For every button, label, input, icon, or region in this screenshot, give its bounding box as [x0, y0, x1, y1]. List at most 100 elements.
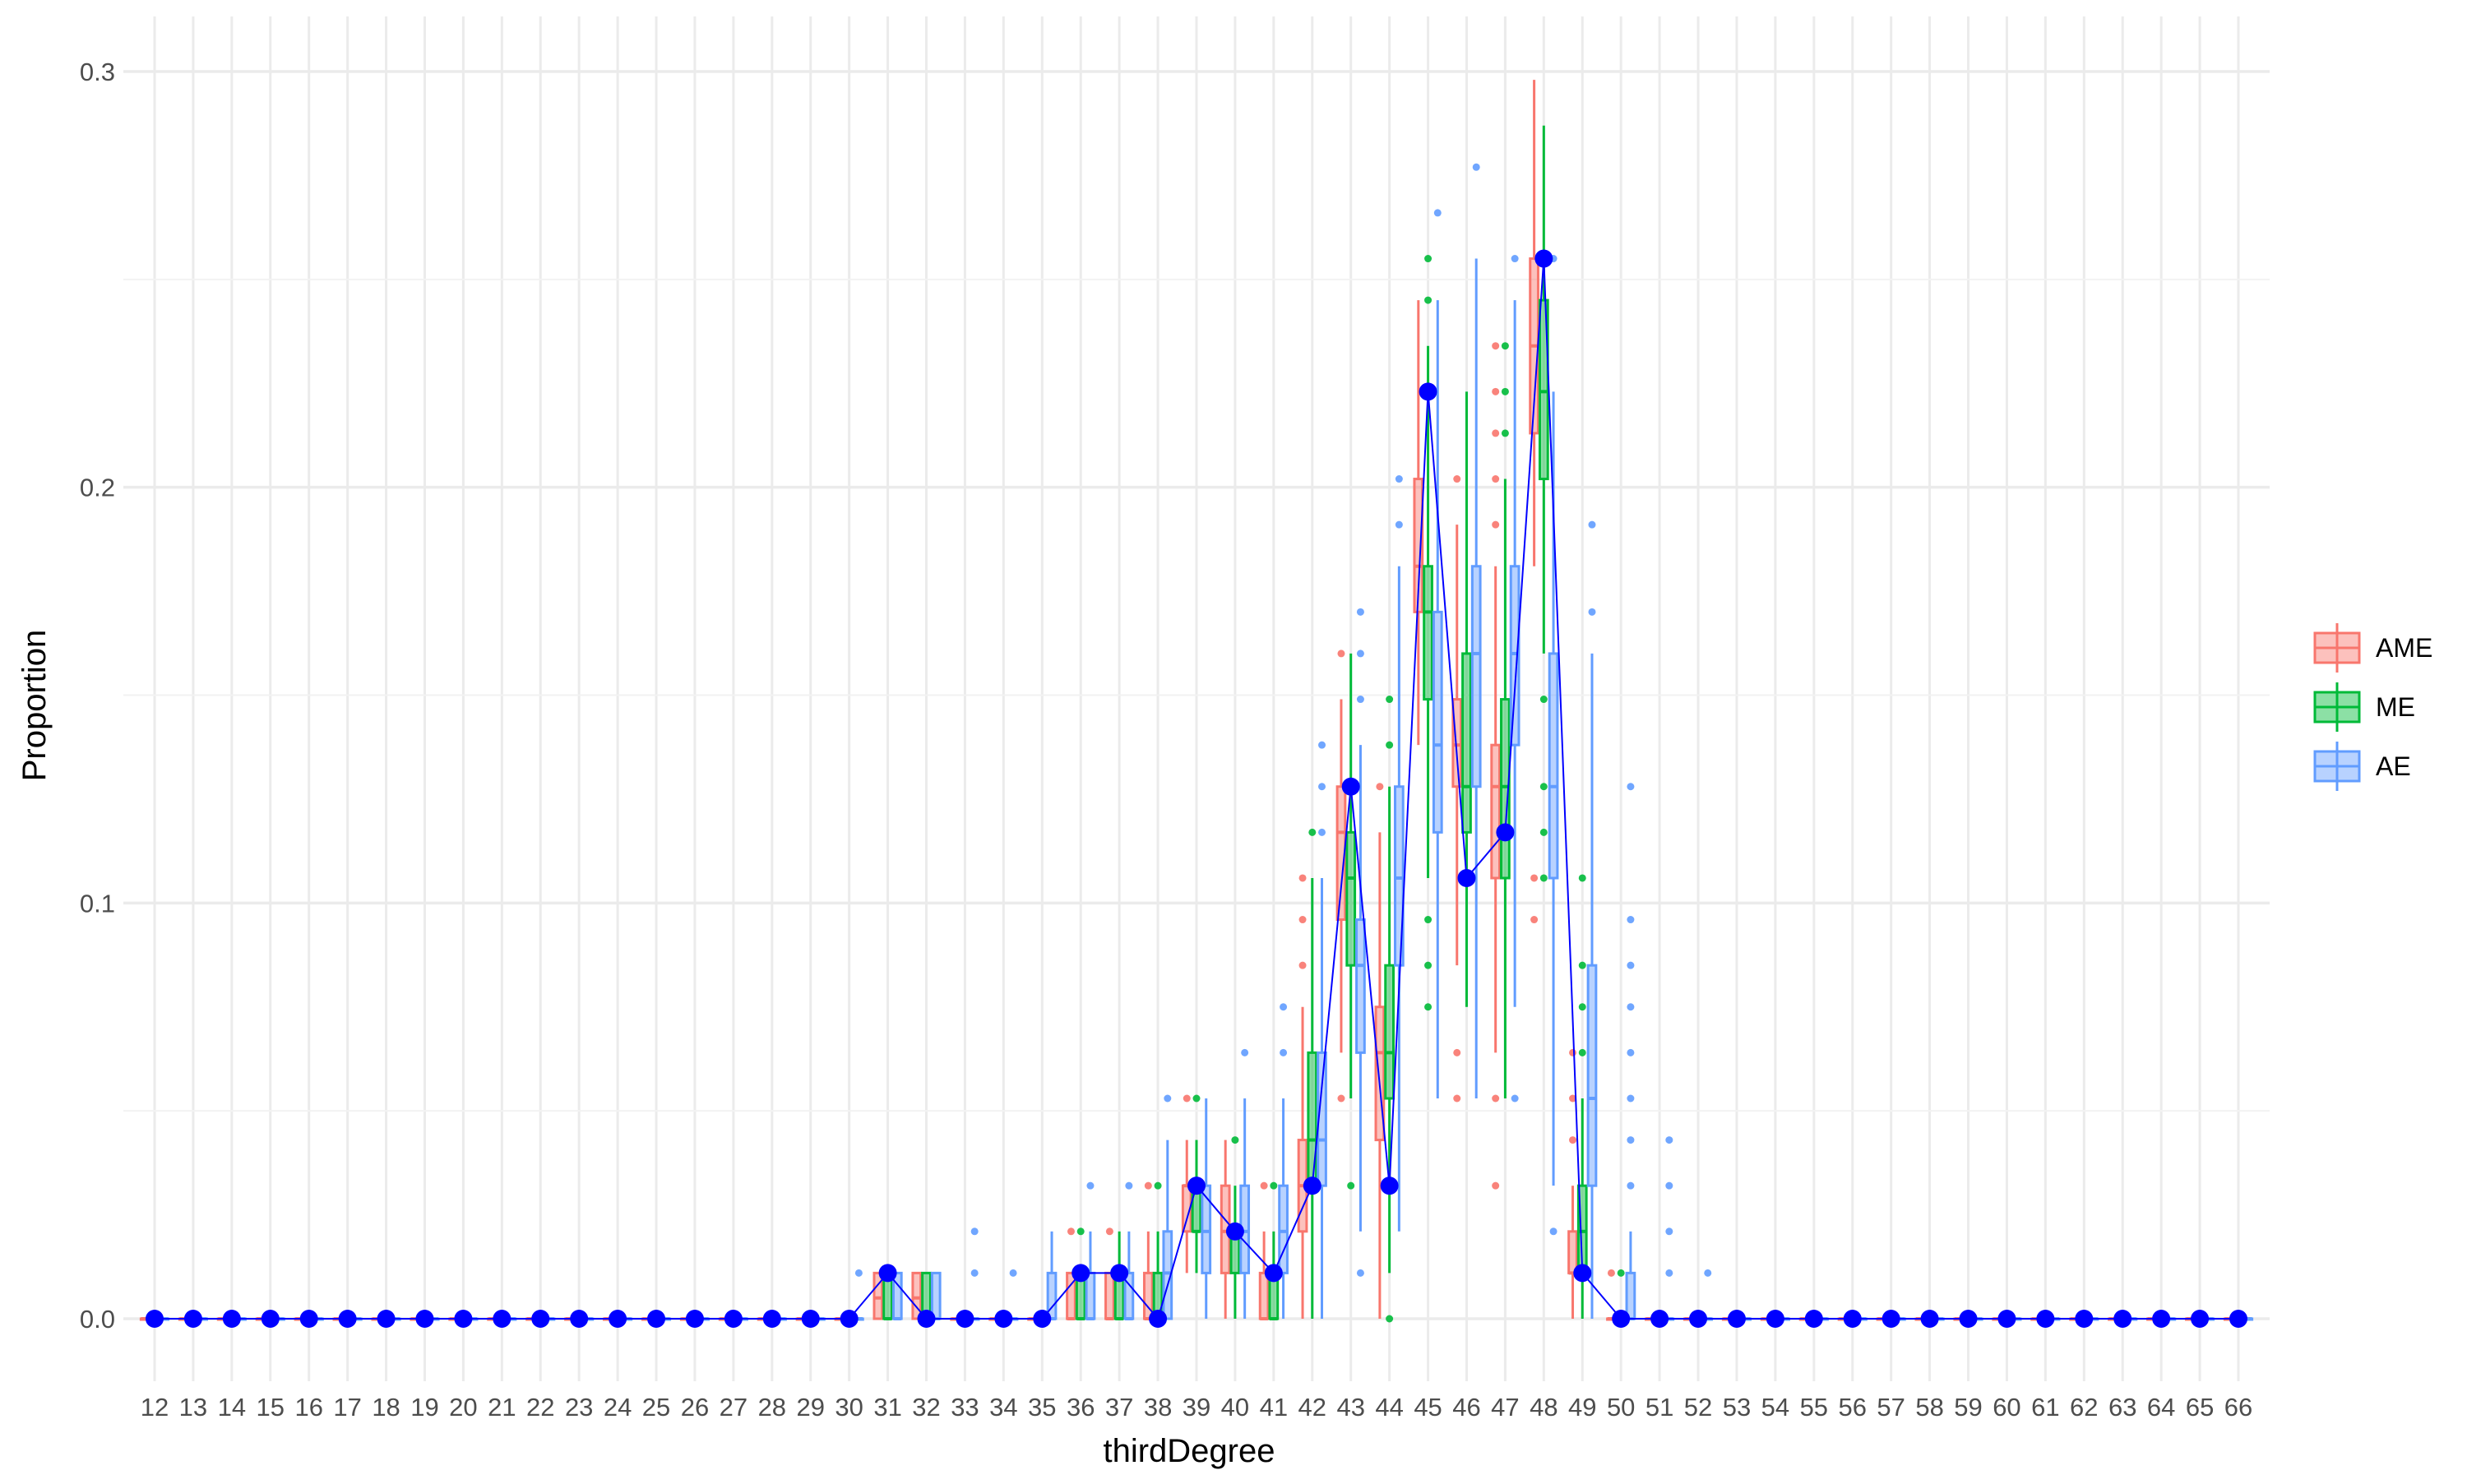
outlier-point — [1511, 255, 1519, 263]
reference-point — [1457, 868, 1476, 887]
axes: 0.0 0.1 0.2 0.3 12 13 14 15 16 17 18 19 20 21 22 23 24 25… — [80, 58, 2252, 1422]
outlier-point — [1241, 1048, 1249, 1056]
outlier-point — [970, 1227, 979, 1236]
box-body — [1201, 1184, 1212, 1274]
outlier-point — [970, 1269, 979, 1277]
outlier-point — [1472, 163, 1480, 171]
outlier-point — [1308, 828, 1317, 836]
box-ame-43 — [1335, 650, 1347, 1103]
reference-point — [1689, 1310, 1708, 1328]
outlier-point — [1665, 1227, 1673, 1236]
box-ae-35 — [1046, 1231, 1058, 1320]
box-ame-32 — [911, 1271, 923, 1320]
outlier-point — [1453, 1048, 1461, 1056]
box-ae-34 — [1007, 1269, 1019, 1321]
x-tick-label: 44 — [1375, 1393, 1403, 1422]
outlier-point — [1337, 1094, 1345, 1103]
box-ae-39 — [1201, 1098, 1212, 1319]
reference-point — [762, 1310, 781, 1328]
box-ame-41 — [1258, 1181, 1270, 1320]
reference-point — [1341, 777, 1360, 796]
box-body — [911, 1271, 923, 1320]
outlier-point — [1105, 1227, 1113, 1236]
outlier-point — [1627, 1136, 1635, 1144]
box-ame-50 — [1606, 1269, 1617, 1321]
legend-label: AME — [2376, 633, 2432, 663]
reference-point — [1072, 1264, 1090, 1283]
box-body — [1413, 478, 1424, 613]
outlier-point — [1511, 1094, 1519, 1103]
reference-point — [2152, 1310, 2171, 1328]
legend-label: ME — [2376, 692, 2415, 722]
outlier-point — [1588, 520, 1596, 529]
x-tick-label: 41 — [1260, 1393, 1288, 1422]
outlier-point — [1337, 650, 1345, 658]
reference-point — [840, 1310, 859, 1328]
box-body — [1085, 1271, 1096, 1320]
x-axis-title: thirdDegree — [1103, 1433, 1275, 1469]
outlier-point — [1627, 783, 1635, 791]
reference-point — [454, 1310, 473, 1328]
box-body — [1461, 652, 1472, 834]
box-body — [1432, 610, 1443, 834]
box-ae-42 — [1317, 741, 1327, 1319]
outlier-point — [1424, 296, 1433, 304]
x-tick-label: 50 — [1607, 1393, 1635, 1422]
x-tick-label: 38 — [1144, 1393, 1172, 1422]
outlier-point — [1627, 1181, 1635, 1190]
x-tick-label: 45 — [1414, 1393, 1442, 1422]
outlier-point — [1627, 1094, 1635, 1103]
outlier-point — [1492, 387, 1500, 395]
box-body — [1384, 964, 1395, 1100]
outlier-point — [1144, 1181, 1152, 1190]
reference-point — [1419, 382, 1437, 401]
box-body — [1586, 964, 1598, 1187]
outlier-point — [1704, 1269, 1712, 1277]
x-tick-label: 13 — [179, 1393, 207, 1422]
box-ae-40 — [1239, 1048, 1251, 1319]
outlier-point — [1617, 1269, 1625, 1277]
box-body — [1423, 565, 1433, 701]
reference-point — [1573, 1264, 1592, 1283]
reference-point — [1496, 823, 1515, 842]
x-tick-label: 58 — [1915, 1393, 1943, 1422]
box-me-36 — [1075, 1227, 1086, 1320]
outlier-point — [1578, 1048, 1586, 1056]
outlier-point — [1627, 1003, 1635, 1011]
box-ae-31 — [891, 1271, 903, 1320]
outlier-point — [1318, 741, 1326, 749]
box-body — [1625, 1271, 1636, 1320]
box-body — [1490, 743, 1502, 880]
outlier-point — [1501, 387, 1509, 395]
x-tick-label: 21 — [488, 1393, 516, 1422]
box-body — [1162, 1230, 1173, 1320]
x-tick-label: 66 — [2224, 1393, 2252, 1422]
outlier-point — [1627, 961, 1635, 969]
x-tick-label: 12 — [141, 1393, 169, 1422]
outlier-point — [1578, 961, 1586, 969]
reference-point — [1727, 1310, 1746, 1328]
box-me-40 — [1229, 1136, 1241, 1319]
box-body — [1500, 698, 1511, 880]
y-tick-label: 0.2 — [80, 474, 115, 502]
box-ame-48 — [1529, 80, 1539, 924]
x-tick-label: 35 — [1028, 1393, 1056, 1422]
outlier-point — [1086, 1181, 1095, 1190]
reference-point — [1149, 1310, 1168, 1328]
outlier-point — [1280, 1048, 1288, 1056]
x-tick-label: 42 — [1298, 1393, 1326, 1422]
outlier-point — [1627, 1048, 1635, 1056]
y-tick-label: 0.3 — [80, 58, 115, 86]
outlier-point — [1318, 783, 1326, 791]
outlier-point — [1424, 255, 1433, 263]
box-ae-43 — [1355, 608, 1366, 1277]
outlier-point — [1530, 916, 1539, 924]
box-ame-36 — [1066, 1227, 1076, 1320]
outlier-point — [1386, 1315, 1394, 1323]
outlier-point — [1530, 874, 1539, 882]
outlier-point — [1569, 1136, 1577, 1144]
x-tick-label: 37 — [1105, 1393, 1133, 1422]
outlier-point — [1231, 1136, 1239, 1144]
x-tick-label: 27 — [720, 1393, 748, 1422]
